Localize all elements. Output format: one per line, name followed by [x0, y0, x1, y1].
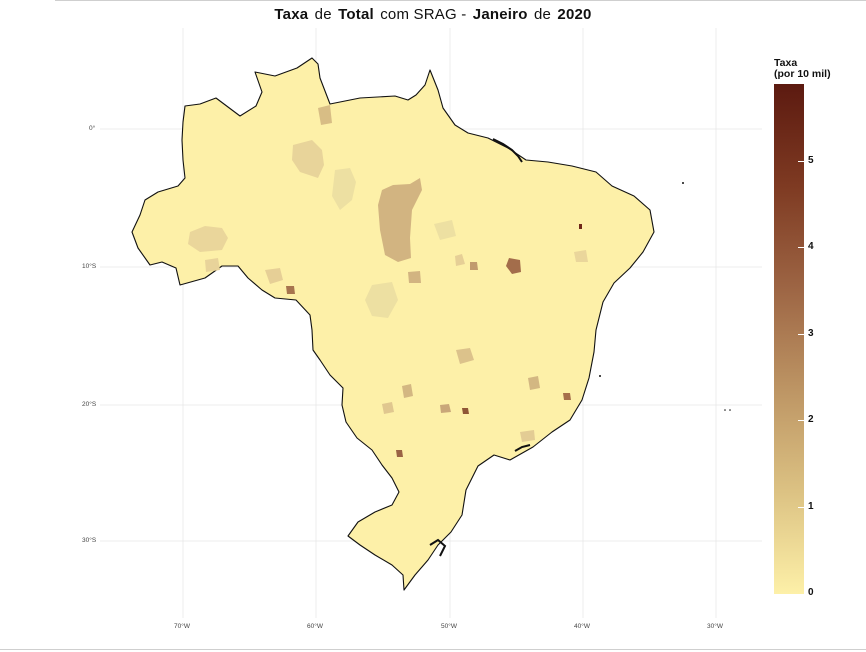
region-rondonia	[265, 268, 283, 284]
island-dot-abrolhos	[599, 375, 601, 377]
legend-title-line2: (por 10 mil)	[774, 68, 831, 80]
map-title: Taxa de Total com SRAG - Janeiro de 2020	[0, 6, 866, 23]
coastal-detail	[599, 182, 731, 411]
title-part-month: Janeiro	[472, 6, 528, 23]
legend-tick-4: 4	[808, 241, 814, 252]
title-part-total: Total	[338, 6, 374, 23]
legend-tickmark-5	[798, 161, 804, 162]
title-part-srag: com SRAG -	[380, 6, 467, 23]
lat-label-20s: 20°S	[82, 401, 97, 408]
lon-label-70w: 70°W	[174, 623, 190, 630]
legend-tickmark-2	[798, 420, 804, 421]
region-goias-2	[382, 402, 394, 414]
region-rio	[520, 430, 535, 442]
lon-label-60w: 60°W	[307, 623, 323, 630]
region-mato-grosso	[365, 282, 398, 318]
region-goias-1	[402, 384, 413, 398]
legend-tick-1: 1	[808, 501, 814, 512]
region-espirito-santo	[563, 393, 571, 400]
lat-label-0: 0°	[89, 125, 96, 132]
island-dot-fernando	[682, 182, 684, 184]
region-minas-3	[456, 348, 474, 364]
legend-title-line1: Taxa	[774, 57, 798, 69]
lon-label-30w: 30°W	[707, 623, 723, 630]
lon-label-50w: 50°W	[441, 623, 457, 630]
region-amazonas-west	[188, 226, 228, 252]
region-roraima	[318, 105, 332, 125]
lat-label-10s: 10°S	[82, 263, 97, 270]
title-part-de: de	[314, 6, 332, 23]
region-ceara-coast	[579, 224, 582, 229]
legend-tick-2: 2	[808, 414, 814, 425]
frame-bottom-border	[0, 649, 866, 650]
region-para-south	[408, 271, 421, 283]
lat-label-30s: 30°S	[82, 537, 97, 544]
choropleth-regions	[188, 105, 588, 457]
legend-color-bar	[774, 84, 804, 594]
legend-tickmark-3	[798, 334, 804, 335]
coast-amapa	[492, 138, 523, 163]
region-para-east	[434, 220, 456, 240]
legend-tick-3: 3	[808, 328, 814, 339]
region-para-central	[378, 178, 422, 262]
title-part-year: 2020	[557, 6, 592, 23]
island-dot-trindade-2	[729, 409, 731, 411]
lon-label-40w: 40°W	[574, 623, 590, 630]
island-dot-trindade	[724, 409, 726, 411]
coast-rio	[514, 444, 531, 452]
legend-title: Taxa (por 10 mil)	[774, 58, 831, 80]
legend-tickmark-4	[798, 247, 804, 248]
region-amazonas-north	[292, 140, 324, 178]
region-piaui-2	[470, 262, 478, 270]
region-minas-2	[462, 408, 469, 414]
frame-top-border	[55, 0, 866, 1]
region-acre	[205, 258, 220, 272]
region-piaui	[506, 258, 521, 274]
coast-south	[429, 538, 447, 557]
legend-tick-0: 0	[808, 587, 814, 598]
region-maranhao	[455, 254, 465, 266]
legend-tick-5: 5	[808, 155, 814, 166]
title-part-de2: de	[533, 6, 552, 23]
region-pernambuco	[574, 250, 588, 262]
region-sao-paulo	[396, 450, 403, 457]
region-minas-1	[440, 404, 451, 413]
coastline-rugged	[429, 138, 531, 557]
legend-tickmark-1	[798, 507, 804, 508]
brazil-country-shape	[131, 57, 655, 591]
region-bahia	[528, 376, 540, 390]
title-part-taxa: Taxa	[274, 6, 309, 23]
region-rondonia-2	[286, 286, 295, 294]
region-amazonas-central	[332, 168, 356, 210]
